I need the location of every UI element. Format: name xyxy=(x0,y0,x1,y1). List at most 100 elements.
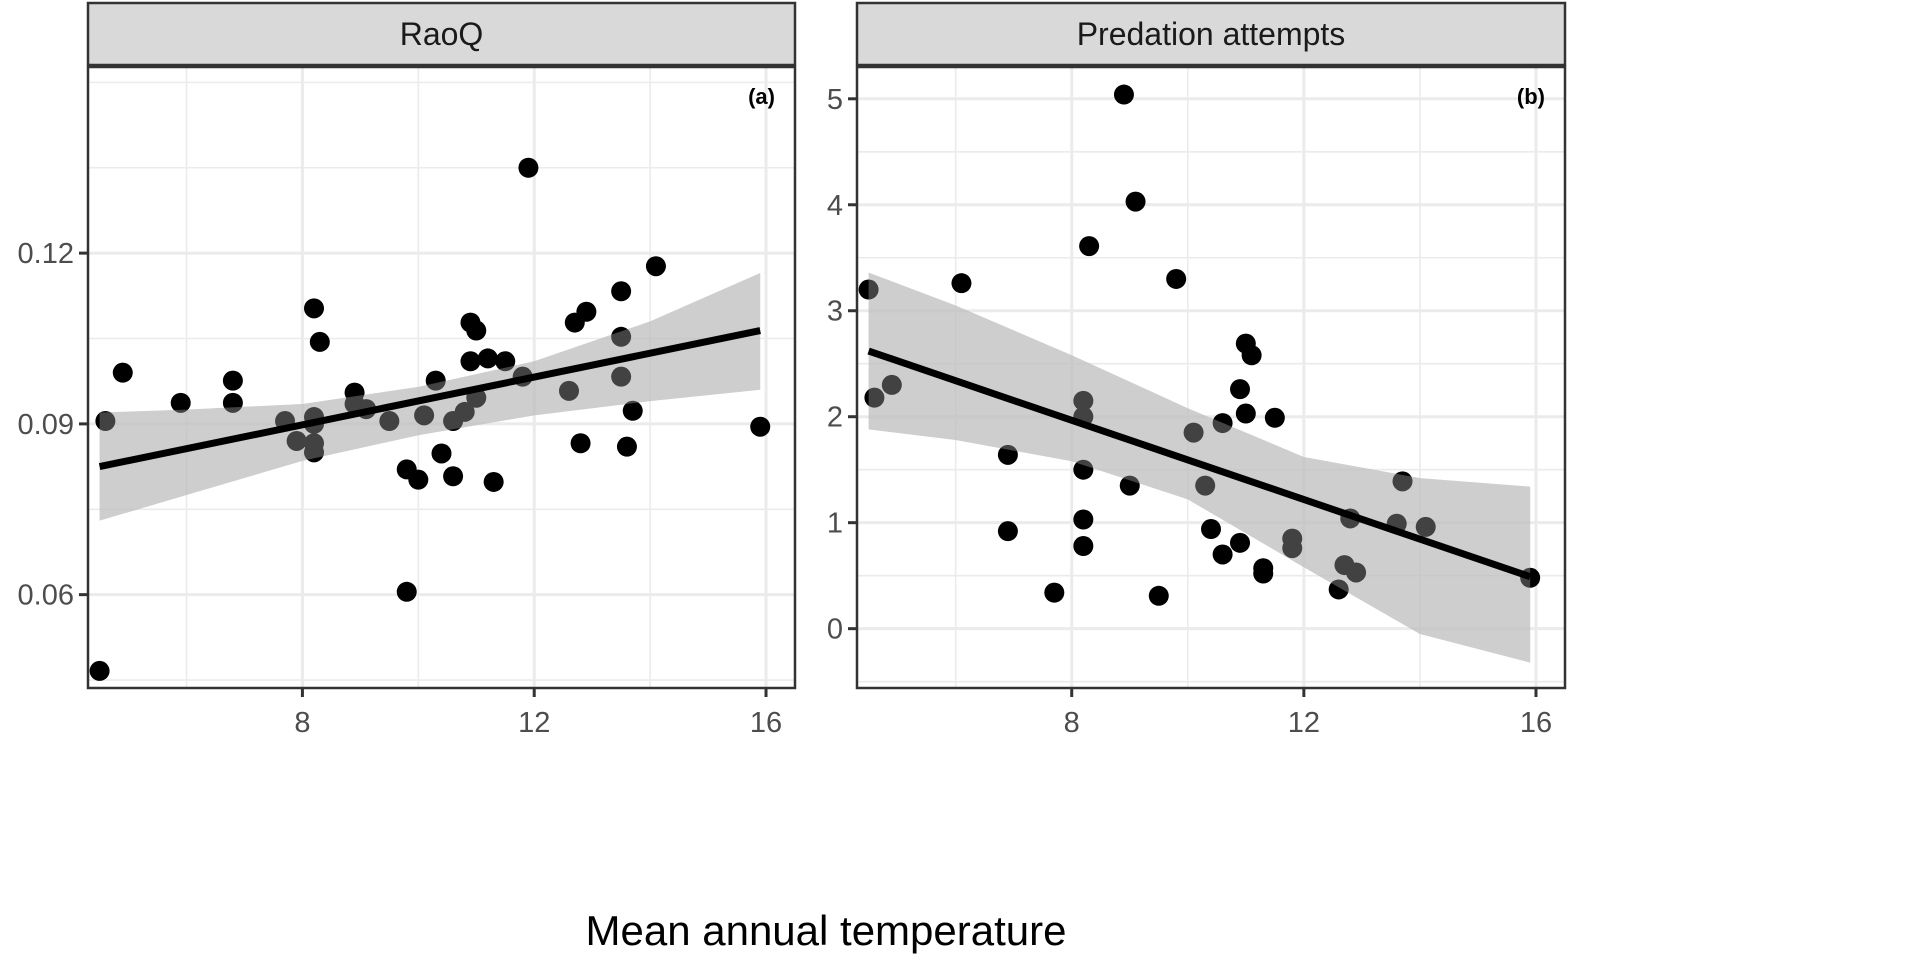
x-axis: 8 12 16 xyxy=(1064,688,1552,739)
y-tick-label: 0.12 xyxy=(18,238,74,270)
data-point xyxy=(431,443,452,464)
data-point xyxy=(425,370,446,391)
data-point xyxy=(611,366,632,387)
y-tick-label: 2 xyxy=(827,402,843,434)
confidence-band-overlay xyxy=(868,272,1531,663)
data-point xyxy=(477,348,498,369)
data-point xyxy=(1346,562,1367,583)
fit-line xyxy=(98,327,761,471)
data-point xyxy=(1079,236,1100,257)
x-tick-label: 12 xyxy=(1288,707,1320,739)
data-point xyxy=(112,362,133,383)
data-point xyxy=(1241,345,1262,366)
x-tick-label: 16 xyxy=(750,707,782,739)
x-tick-label: 16 xyxy=(1520,707,1552,739)
data-point xyxy=(89,660,110,681)
x-axis: 8 12 16 xyxy=(294,688,782,739)
strip-background xyxy=(86,1,797,67)
data-point xyxy=(518,157,539,178)
data-point xyxy=(460,351,481,372)
data-point xyxy=(864,387,885,408)
data-point xyxy=(379,411,400,432)
y-tick-label: 1 xyxy=(827,508,843,540)
confidence-band-area xyxy=(868,272,1531,663)
regression-line xyxy=(98,327,761,471)
data-point xyxy=(443,466,464,487)
data-point xyxy=(304,442,325,463)
data-point xyxy=(1166,268,1187,289)
data-point xyxy=(304,298,325,319)
data-point xyxy=(1253,563,1274,584)
data-point xyxy=(1044,582,1065,603)
data-point xyxy=(1119,475,1140,496)
data-point xyxy=(454,401,475,422)
data-point xyxy=(1201,519,1221,540)
data-point xyxy=(1212,544,1233,565)
strip-background xyxy=(855,1,1567,67)
data-point xyxy=(1230,379,1251,400)
data-point xyxy=(396,581,417,602)
data-point xyxy=(1073,390,1094,411)
data-point xyxy=(1073,509,1094,530)
plot-border xyxy=(86,65,797,690)
data-point xyxy=(222,370,243,391)
data-point xyxy=(286,430,307,451)
confidence-band xyxy=(868,272,1531,663)
data-point xyxy=(1073,535,1094,556)
data-point xyxy=(408,469,429,490)
regression-line xyxy=(867,347,1532,581)
plot-border xyxy=(855,65,1567,690)
data-point xyxy=(645,256,666,277)
x-tick-label: 12 xyxy=(518,707,550,739)
data-point xyxy=(414,405,435,426)
panel-title: Predation attempts xyxy=(1077,16,1346,52)
y-axis: 0.06 0.09 0.12 xyxy=(18,238,88,612)
points xyxy=(858,84,1541,663)
panel-raoq: RaoQ 0.06 0.09 0.12 8 12 16 (a) xyxy=(18,1,797,739)
data-point xyxy=(1235,403,1256,424)
x-tick-label: 8 xyxy=(1064,707,1080,739)
data-point xyxy=(611,326,632,347)
data-point xyxy=(997,521,1018,542)
x-tick-label: 8 xyxy=(294,707,310,739)
y-tick-label: 5 xyxy=(827,84,843,116)
data-point xyxy=(1415,516,1436,537)
data-point xyxy=(1212,413,1233,434)
data-point xyxy=(1125,191,1146,212)
data-point xyxy=(95,411,116,432)
data-point xyxy=(1073,459,1094,480)
data-point xyxy=(611,281,632,302)
panel-tag: (a) xyxy=(748,84,775,109)
data-point xyxy=(558,380,579,401)
y-tick-label: 0.09 xyxy=(18,409,74,441)
data-point xyxy=(616,436,637,457)
data-point xyxy=(622,400,643,421)
data-point xyxy=(1230,532,1251,553)
data-point xyxy=(222,392,243,413)
panel-title: RaoQ xyxy=(400,16,484,52)
y-axis: 0 1 2 3 4 5 xyxy=(827,84,857,646)
data-point xyxy=(576,301,597,322)
data-point xyxy=(951,273,972,294)
data-point xyxy=(1148,585,1169,606)
data-point xyxy=(495,351,516,372)
data-point xyxy=(1264,407,1285,428)
y-tick-label: 3 xyxy=(827,296,843,328)
y-tick-label: 0.06 xyxy=(18,580,74,612)
data-point xyxy=(997,444,1018,465)
y-tick-label: 0 xyxy=(827,614,843,646)
data-point xyxy=(466,320,487,341)
fit-line xyxy=(867,347,1532,581)
y-tick-label: 4 xyxy=(827,190,843,222)
data-point xyxy=(1282,538,1303,559)
data-point xyxy=(1328,579,1349,600)
x-axis-title: Mean annual temperature xyxy=(586,907,1067,954)
data-point xyxy=(750,416,771,437)
data-point xyxy=(881,374,902,395)
data-point xyxy=(1183,422,1204,443)
data-point xyxy=(1392,471,1413,492)
data-point xyxy=(858,279,879,300)
data-point xyxy=(1195,475,1216,496)
